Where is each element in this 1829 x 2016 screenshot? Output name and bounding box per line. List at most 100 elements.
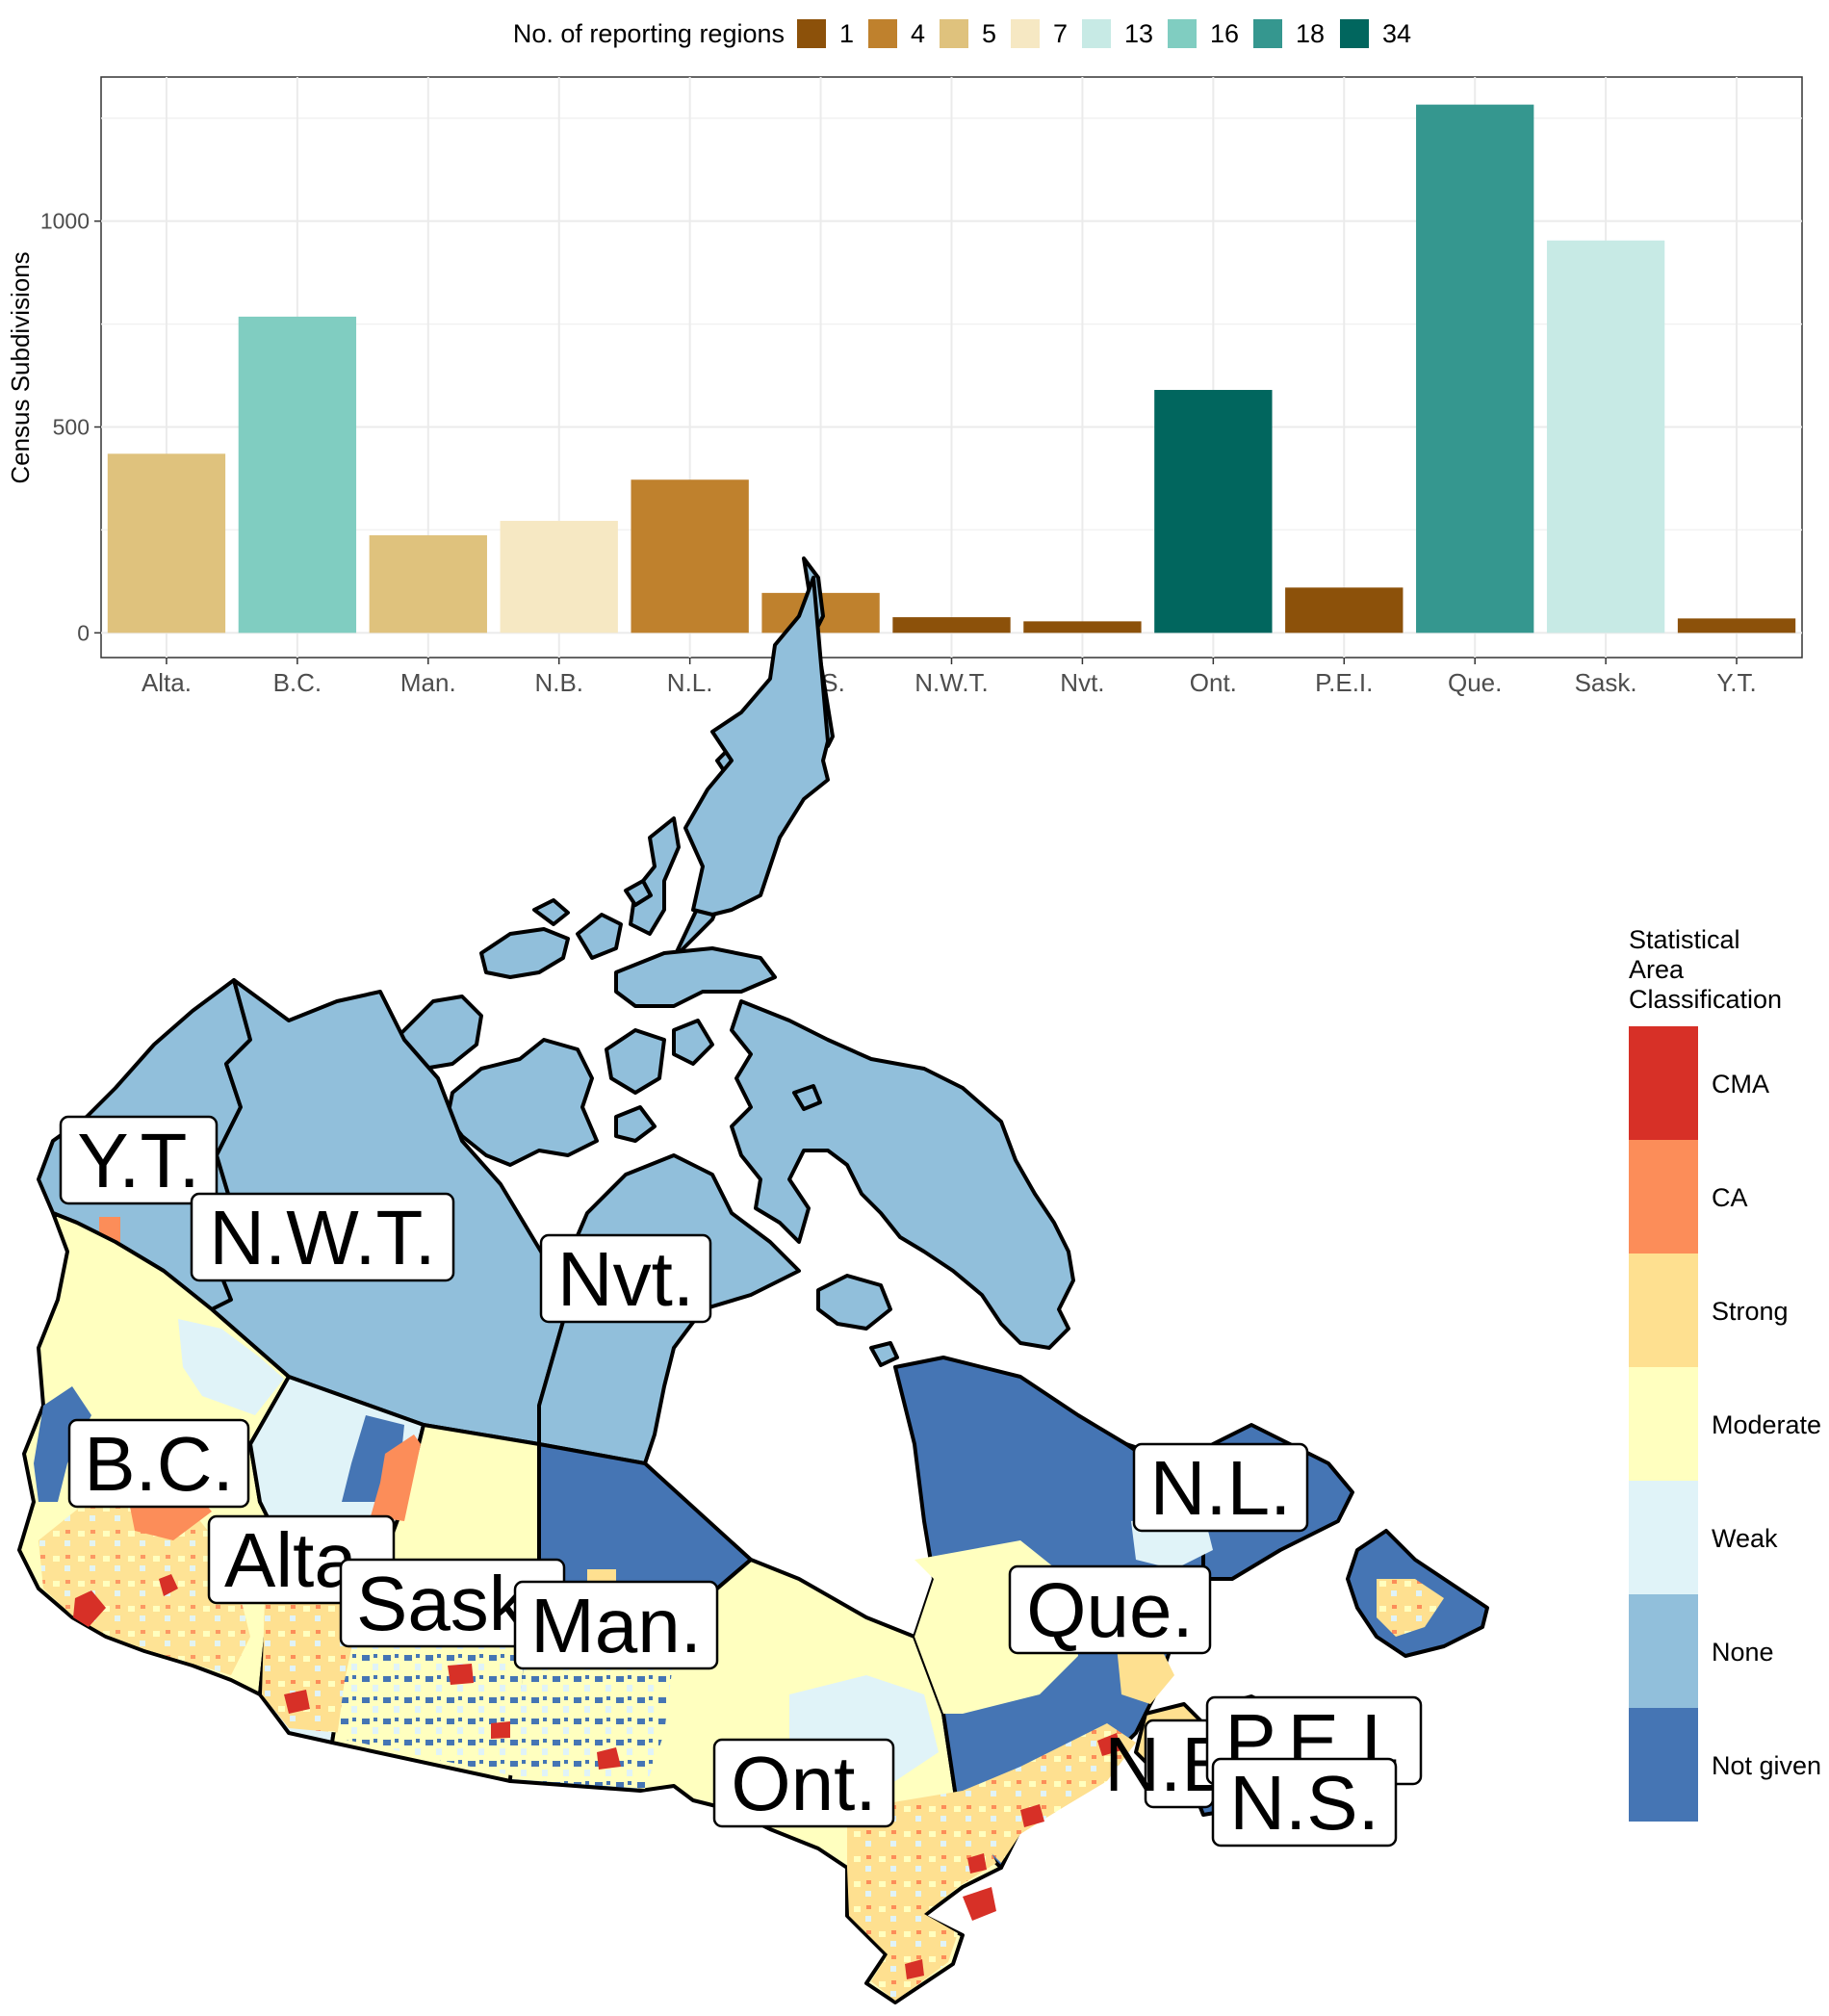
bar-nl <box>631 479 749 633</box>
bar-chart: No. of reporting regions 1 4 5 7 13 16 18 34 0 5… <box>6 19 1803 697</box>
label-text: N.L. <box>1150 1445 1292 1531</box>
legend-swatch <box>1629 1367 1698 1481</box>
small-island <box>532 898 570 926</box>
legend-title-line: Area <box>1629 955 1685 984</box>
x-tick-label: Sask. <box>1575 668 1637 697</box>
x-tick-label: Y.T. <box>1716 668 1756 697</box>
legend-label: None <box>1712 1638 1774 1667</box>
x-tick-label: B.C. <box>273 668 322 697</box>
legend-label: 4 <box>911 19 925 48</box>
legend-swatch <box>1082 19 1111 48</box>
label-box <box>67 1418 250 1509</box>
x-tick-label: N.B. <box>534 668 583 697</box>
classification-legend: Statistical Area Classification CMA CA Str… <box>1629 925 1821 1822</box>
baffin-island <box>730 999 1075 1350</box>
label-box <box>513 1580 719 1670</box>
bc-cma-patch <box>73 1590 106 1627</box>
classification-fills <box>34 1319 1444 2001</box>
victoria-island <box>446 1038 599 1167</box>
province-labels: Y.T.N.W.T. Nvt.B.C.Alta.Sask.Man.Ont.Que.… <box>59 1115 1423 1848</box>
somerset-island <box>672 1019 714 1066</box>
y-axis: 0 500 1000 <box>40 209 101 645</box>
label-box <box>190 1192 455 1282</box>
bar-nvt <box>1023 621 1142 633</box>
x-tick-label: P.E.I. <box>1315 668 1373 697</box>
legend-label: 16 <box>1210 19 1239 48</box>
legend-label: CA <box>1712 1183 1748 1212</box>
label-nwt: N.W.T. <box>190 1192 455 1282</box>
label-text: N.W.T. <box>209 1195 436 1280</box>
legend-swatch <box>1629 1481 1698 1594</box>
ontario-cma <box>963 1887 996 1921</box>
legend-swatch <box>1168 19 1197 48</box>
label-text: Man. <box>530 1583 702 1668</box>
king-william-island <box>614 1105 657 1143</box>
label-nvt: Nvt. <box>539 1233 712 1324</box>
label-ns: N.S. <box>1211 1757 1398 1848</box>
bar-sask <box>1546 240 1665 633</box>
bc-cma-patch <box>159 1574 178 1596</box>
ellesmere-island-north <box>683 576 830 917</box>
small-island <box>792 1084 822 1111</box>
bar-que <box>1416 104 1534 633</box>
bc-weak-north <box>178 1319 284 1415</box>
reporting-regions-legend: No. of reporting regions 1 4 5 7 13 16 18 34 <box>513 19 1411 48</box>
x-tick-label: Que. <box>1448 668 1502 697</box>
label-text: B.C. <box>84 1421 234 1507</box>
legend-swatch <box>1629 1026 1698 1140</box>
label-man: Man. <box>513 1580 719 1670</box>
quebec-cma <box>1097 1733 1121 1756</box>
y-tick-label: 500 <box>53 415 90 440</box>
legend-label: 13 <box>1124 19 1153 48</box>
label-nl: N.L. <box>1132 1442 1309 1533</box>
alberta-cma <box>284 1690 310 1714</box>
label-bc: B.C. <box>67 1418 250 1509</box>
y-tick-label: 1000 <box>40 209 90 234</box>
x-tick-label: Ont. <box>1190 668 1237 697</box>
x-axis: Alta.B.C.Man.N.B.N.L.N.S.N.W.T.Nvt.Ont.P… <box>142 658 1757 697</box>
label-box <box>59 1115 219 1205</box>
bar-yt <box>1677 618 1796 633</box>
y-tick-label: 0 <box>77 620 90 645</box>
x-tick-label: Nvt. <box>1060 668 1104 697</box>
legend-label: Strong <box>1712 1297 1789 1326</box>
label-text: Que. <box>1026 1567 1193 1653</box>
label-box <box>1211 1757 1398 1848</box>
legend-label: 5 <box>982 19 996 48</box>
label-que: Que. <box>1008 1564 1212 1655</box>
label-box <box>712 1738 895 1828</box>
bar-nb <box>500 521 618 633</box>
legend-label: Moderate <box>1712 1410 1821 1439</box>
x-tick-label: Man. <box>400 668 456 697</box>
x-tick-label: Alta. <box>142 668 192 697</box>
legend-title-line: Classification <box>1629 985 1782 1014</box>
bc-mixed-south <box>39 1502 250 1675</box>
bar-man <box>369 534 487 633</box>
bar-ont <box>1154 390 1273 633</box>
legend-title: No. of reporting regions <box>513 19 785 48</box>
label-text: Nvt. <box>557 1236 694 1322</box>
ontario-cma <box>967 1853 987 1874</box>
legend-label: 18 <box>1296 19 1325 48</box>
quebec-cma <box>1020 1804 1044 1827</box>
legend-swatch <box>1629 1254 1698 1367</box>
ontario-mixed-south <box>847 1791 996 2001</box>
legend-label: CMA <box>1712 1070 1769 1098</box>
bar-nwt <box>892 617 1011 633</box>
devon-island <box>614 946 777 1008</box>
manitoba-cma <box>597 1747 621 1770</box>
arctic-islands <box>398 556 1075 1367</box>
x-tick-label: N.W.T. <box>914 668 989 697</box>
southampton-island <box>816 1274 892 1331</box>
bar-alta <box>107 453 226 633</box>
legend-swatch <box>797 19 826 48</box>
bars <box>107 104 1796 633</box>
label-ont: Ont. <box>712 1738 895 1828</box>
legend-swatch <box>1340 19 1369 48</box>
quebec-mixed-south <box>963 1723 1136 1863</box>
bar-bc <box>238 316 357 633</box>
prince-of-wales-island <box>605 1028 666 1095</box>
label-yt: Y.T. <box>59 1115 219 1205</box>
newfoundland-mixed <box>1377 1579 1444 1637</box>
